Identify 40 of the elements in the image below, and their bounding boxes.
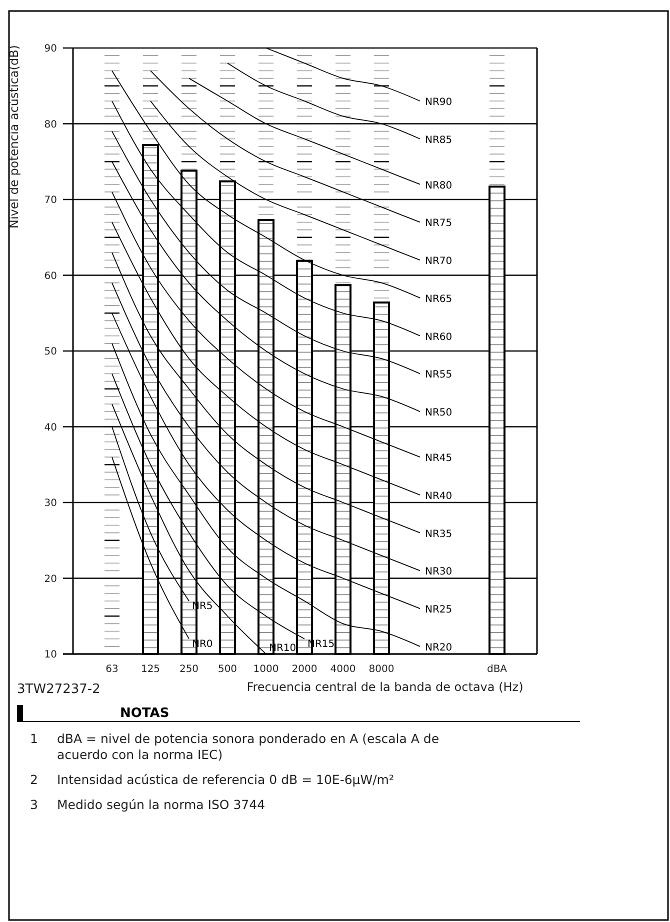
y-tick-label: 40 [44,422,57,434]
x-tick-label: 1000 [253,664,279,675]
series-label: NR50 [425,408,452,419]
series-label: NR20 [425,642,452,654]
y-tick-label: 80 [44,119,57,130]
y-tick-label: 70 [44,195,57,206]
series-label: NR70 [425,256,452,268]
y-tick-label: 30 [44,498,57,509]
series-label: NR65 [425,294,452,305]
series-label: NR75 [425,218,452,230]
text: 1 dBA = nivel de potencia sonora ponderado en A (escala A de acuerdo con la norma IEC) [30,731,440,762]
x-tick-label: 500 [218,664,238,675]
series-label: NR55 [425,370,452,381]
series-label: NR35 [425,528,452,540]
series-label: NR30 [425,566,452,578]
series-label: NR90 [425,97,452,108]
y-tick-label: 20 [44,574,57,585]
x-tick-label: dBA [486,664,508,675]
series-label: NR45 [425,453,452,464]
x-tick-label: 250 [179,664,199,675]
x-tick-label: 8000 [368,664,394,675]
y-tick-label: 10 [44,650,57,660]
y-axis-title: Nivel de potencia acústica(dB) [7,45,21,229]
x-tick-label: 125 [140,664,160,675]
x-axis-title: Frecuencia central de la banda de octava (Hz) [246,680,524,694]
series-label: NR25 [425,604,452,616]
text: 3 Medido según la norma ISO 3744 [30,797,266,812]
y-tick-label: 50 [44,346,57,358]
series-label: NR40 [425,490,452,502]
x-tick-label: 2000 [292,664,318,675]
series-label: NR80 [425,180,452,192]
x-tick-label: 4000 [330,664,356,675]
y-tick-label: 60 [44,270,57,282]
text: 2 Intensidad acústica de referencia 0 dB = 10E-6μW/m² [30,772,394,787]
y-tick-label: 90 [44,44,57,54]
x-tick-label: 63 [106,664,118,675]
series-label: NR60 [425,332,452,343]
text: 3TW27237-2 [17,682,100,697]
series-label: NR85 [425,134,452,146]
text: NOTAS [120,706,170,721]
